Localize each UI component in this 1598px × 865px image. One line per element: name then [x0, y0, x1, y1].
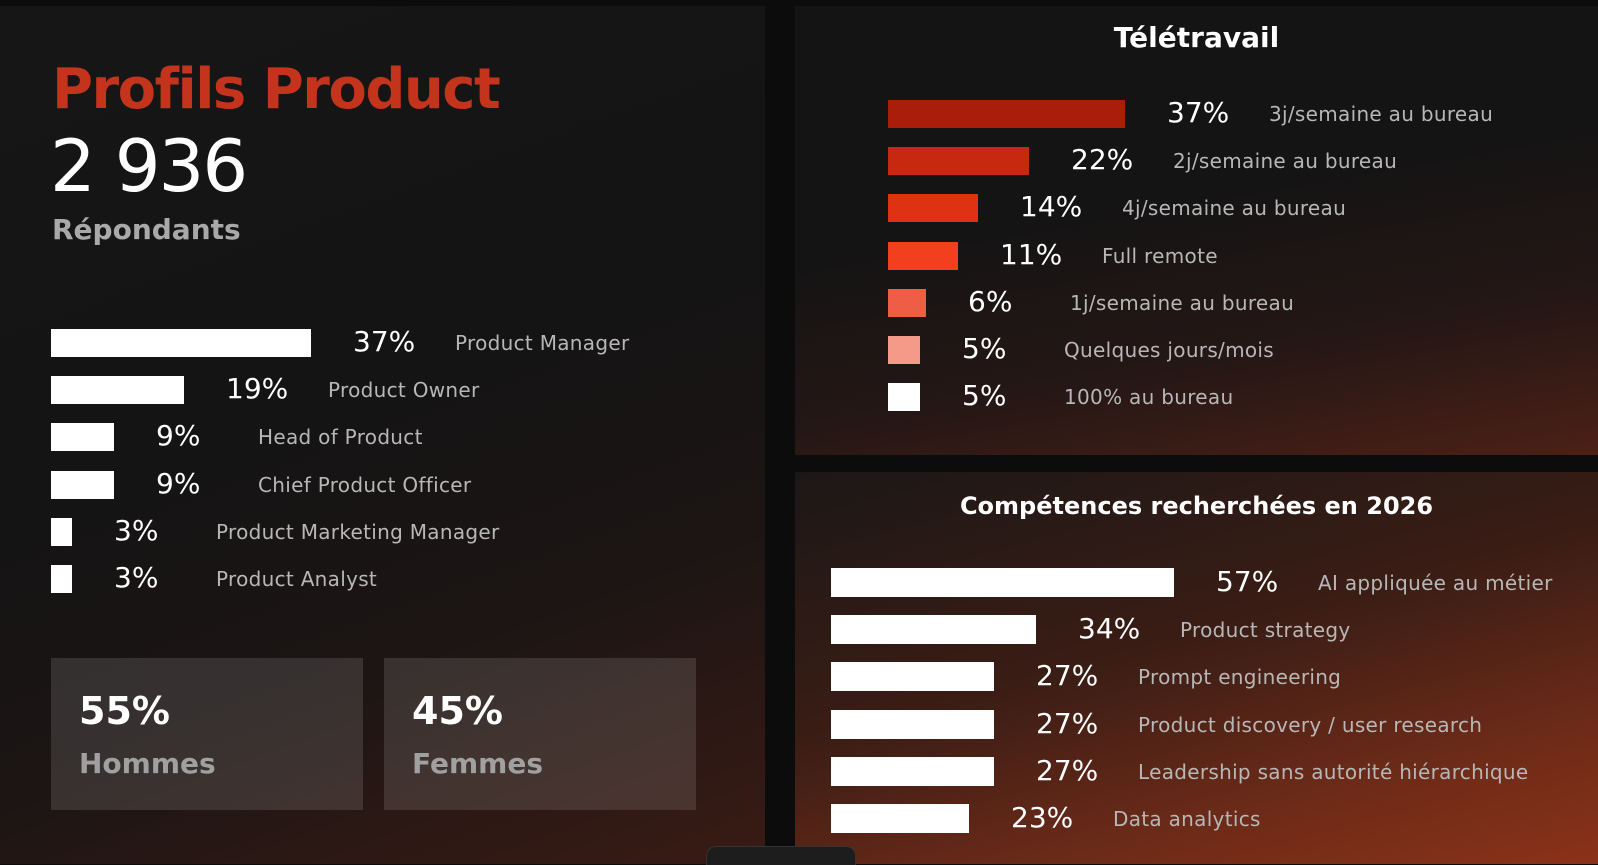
bar-value-label: 27%	[1036, 659, 1099, 693]
teletravail-title: Télétravail	[1113, 21, 1280, 54]
bar-value-label: 57%	[1216, 565, 1279, 598]
bar	[888, 100, 1125, 128]
page-title: Profils Product	[52, 57, 501, 122]
bar	[51, 517, 72, 546]
bar	[888, 336, 920, 364]
respondent-count: 2 936	[50, 124, 248, 208]
bar	[888, 288, 926, 317]
bar-value-label: 9%	[156, 419, 201, 453]
bar-value-label: 37%	[1167, 96, 1230, 129]
bar-value-label: 9%	[156, 466, 201, 500]
bar	[888, 147, 1029, 176]
bar-value-label: 22%	[1071, 143, 1134, 177]
bar-value-label: 5%	[962, 332, 1007, 365]
bar-category-label: 1j/semaine au bureau	[1070, 290, 1295, 315]
bar-value-label: 27%	[1036, 706, 1099, 740]
bar-value-label: 27%	[1036, 753, 1099, 787]
stat-value: 45%	[412, 689, 503, 733]
bar-category-label: 2j/semaine au bureau	[1173, 149, 1398, 174]
bar	[51, 423, 114, 452]
bar-category-label: Leadership sans autorité hiérarchique	[1138, 759, 1529, 784]
bar-category-label: Product Owner	[328, 378, 480, 403]
bar-value-label: 5%	[962, 379, 1007, 413]
bar	[831, 615, 1036, 645]
bar-category-label: Product strategy	[1180, 618, 1351, 643]
stat-card-women: 45% Femmes	[384, 658, 696, 810]
stat-card-men: 55% Hommes	[51, 658, 363, 810]
bar	[51, 376, 184, 405]
teletravail-panel: Télétravail 37% 3j/semaine au bureau 22% 2j…	[795, 6, 1598, 455]
bar-category-label: 100% au bureau	[1064, 385, 1234, 410]
bar	[888, 194, 978, 223]
bar-value-label: 34%	[1078, 612, 1141, 646]
bar-category-label: Product Analyst	[216, 567, 378, 591]
bar-category-label: Head of Product	[258, 425, 423, 450]
bar-category-label: Data analytics	[1113, 807, 1261, 831]
bar-category-label: 4j/semaine au bureau	[1122, 196, 1347, 221]
bar-category-label: Full remote	[1102, 243, 1218, 268]
bar-value-label: 23%	[1011, 801, 1074, 834]
bar-category-label: Quelques jours/mois	[1064, 338, 1274, 362]
bar-category-label: Product Marketing Manager	[216, 519, 500, 544]
bar-value-label: 6%	[968, 284, 1013, 318]
stat-value: 55%	[79, 689, 170, 733]
bar	[831, 568, 1174, 597]
bar-category-label: AI appliquée au métier	[1318, 571, 1553, 595]
bar-category-label: Prompt engineering	[1138, 665, 1342, 690]
bar-value-label: 11%	[1000, 237, 1063, 271]
bar	[51, 565, 72, 593]
bar	[51, 470, 114, 499]
profiles-panel: Profils Product 2 936 Répondants 37% Prod…	[0, 6, 765, 864]
bar	[831, 804, 969, 833]
bar-value-label: 3%	[114, 561, 159, 594]
skills-title: Compétences recherchées en 2026	[959, 492, 1434, 520]
bar	[888, 383, 920, 412]
skills-panel: Compétences recherchées en 2026 57% AI ap…	[795, 472, 1598, 864]
stat-label: Hommes	[79, 747, 216, 780]
bar-category-label: Product Manager	[455, 331, 630, 355]
respondent-label: Répondants	[52, 213, 241, 246]
bar-category-label: Product discovery / user research	[1138, 712, 1483, 737]
bar	[831, 756, 994, 786]
bar-category-label: Chief Product Officer	[258, 472, 472, 497]
bar-value-label: 37%	[353, 325, 416, 358]
bar-value-label: 14%	[1020, 190, 1083, 224]
bar	[831, 662, 994, 692]
bar-category-label: 3j/semaine au bureau	[1269, 102, 1494, 126]
bar	[51, 329, 311, 357]
bar-value-label: 19%	[226, 372, 289, 406]
bar-value-label: 3%	[114, 513, 159, 547]
bottom-handle[interactable]	[706, 846, 856, 865]
bar	[831, 709, 994, 739]
bar	[888, 241, 958, 270]
stat-label: Femmes	[412, 747, 543, 780]
